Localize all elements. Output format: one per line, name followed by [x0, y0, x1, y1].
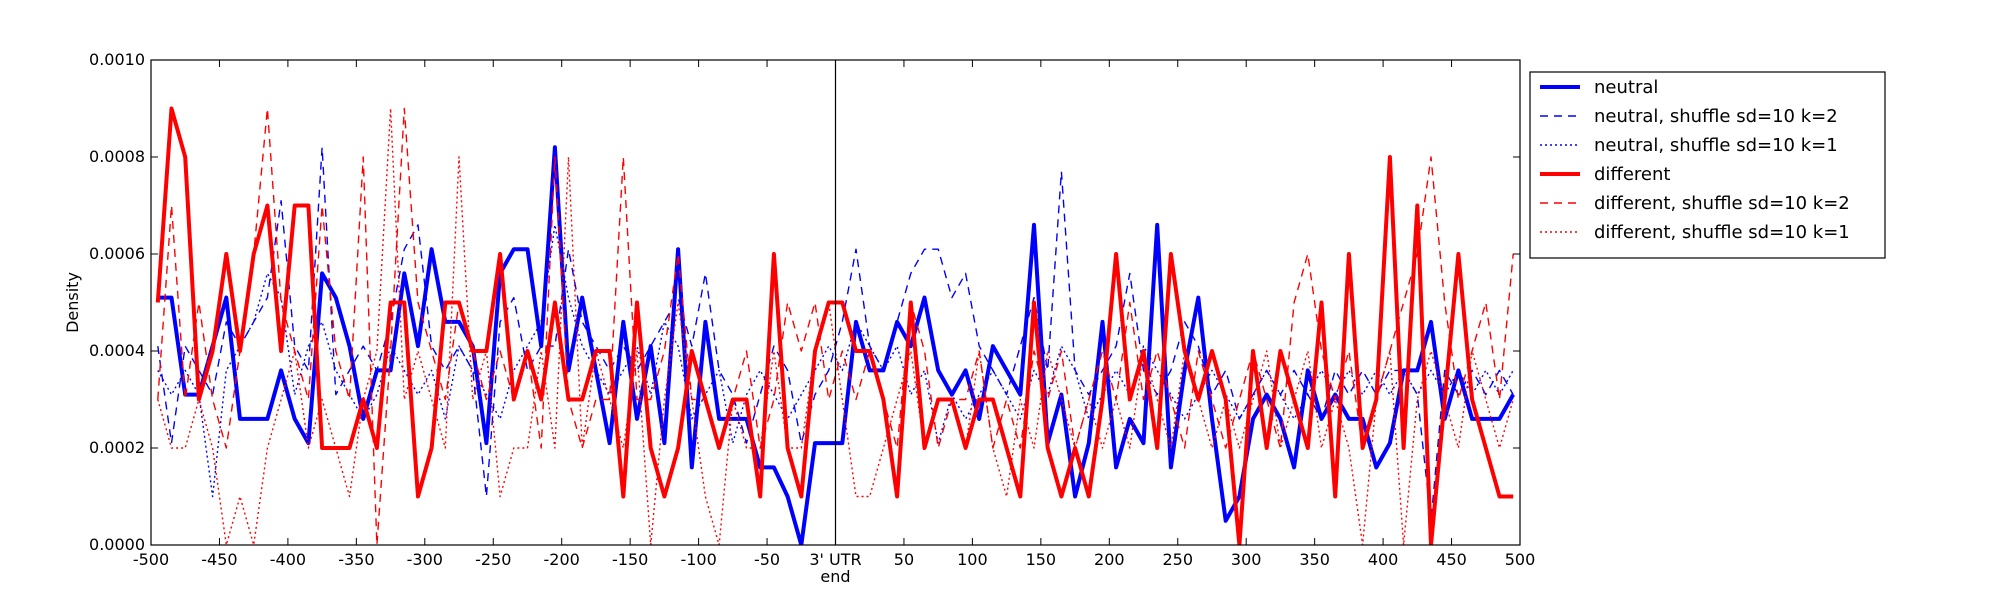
x-tick-label: -100 [680, 550, 716, 569]
x-tick-label: -50 [754, 550, 780, 569]
x-tick-label: -200 [544, 550, 580, 569]
legend-label-1: neutral [1594, 77, 1658, 98]
x-tick-label: -400 [270, 550, 306, 569]
y-tick-label: 0.0010 [89, 50, 145, 69]
legend-label-5: different, shuffle sd=10 k=2 [1594, 193, 1850, 214]
legend: neutral neutral, shuffle sd=10 k=2 neutral… [1529, 71, 1886, 259]
legend-label-6: different, shuffle sd=10 k=1 [1594, 222, 1850, 243]
x-tick-label: 450 [1436, 550, 1467, 569]
y-tick-label: 0.0004 [89, 341, 145, 360]
x-tick-label: 3' UTR [809, 550, 861, 569]
y-tick-label: 0.0008 [89, 147, 145, 166]
y-axis-label: Density [63, 272, 82, 333]
x-tick-sublabel: end [820, 567, 850, 586]
x-tick-label: -300 [407, 550, 443, 569]
legend-label-4: different [1594, 164, 1670, 185]
x-tick-label: 100 [957, 550, 988, 569]
legend-label-3: neutral, shuffle sd=10 k=1 [1594, 135, 1838, 156]
x-tick-label: 350 [1299, 550, 1330, 569]
x-tick-label: 500 [1505, 550, 1536, 569]
series-line-6 [157, 107, 1514, 545]
x-tick-label: 50 [894, 550, 914, 569]
x-tick-label: 400 [1368, 550, 1399, 569]
y-tick-label: 0.0002 [89, 438, 145, 457]
x-tick-label: -350 [338, 550, 374, 569]
x-tick-label: 300 [1231, 550, 1262, 569]
x-tick-label: 250 [1162, 550, 1193, 569]
x-tick-label: -250 [475, 550, 511, 569]
x-tick-label: -450 [201, 550, 237, 569]
x-tick-label: -150 [612, 550, 648, 569]
x-tick-label: -500 [133, 550, 169, 569]
x-tick-label: 200 [1094, 550, 1125, 569]
y-tick-label: 0.0000 [89, 535, 145, 554]
legend-box [1529, 71, 1886, 259]
y-tick-label: 0.0006 [89, 244, 145, 263]
x-tick-label: 150 [1026, 550, 1057, 569]
axes-layer: -500 -450 -400 -350 -300 -250 -200 -150 -100 -50 3… [63, 50, 1535, 586]
legend-label-2: neutral, shuffle sd=10 k=2 [1594, 106, 1838, 127]
